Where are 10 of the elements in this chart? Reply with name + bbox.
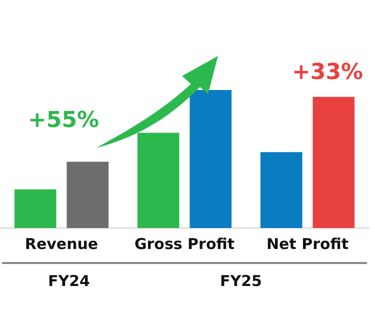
bar [66, 162, 109, 228]
text: FY24 [48, 272, 90, 290]
text: FY25 [220, 272, 262, 290]
bar [14, 189, 56, 228]
annotation: +55% [28, 108, 100, 133]
x-tick-label: Revenue [24, 234, 98, 253]
x-tick-label: Gross Profit [134, 234, 235, 253]
x-tick-label: Net Profit [266, 234, 349, 253]
bar [312, 96, 355, 228]
text: +33% [292, 60, 364, 85]
